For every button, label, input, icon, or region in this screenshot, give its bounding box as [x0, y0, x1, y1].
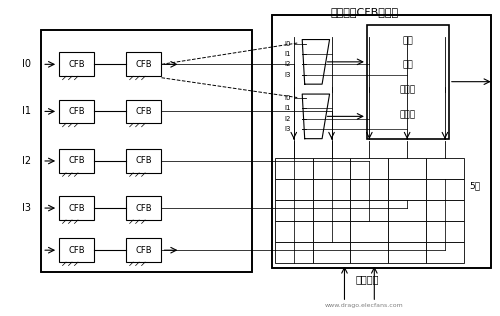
Text: I3: I3 [284, 72, 291, 78]
Text: I0: I0 [284, 95, 291, 101]
Text: I1: I1 [284, 51, 291, 57]
Text: CFB: CFB [68, 107, 85, 116]
Text: I2: I2 [284, 61, 291, 67]
Bar [350, 221, 388, 242]
Bar [126, 52, 162, 76]
Text: CFB: CFB [68, 246, 85, 255]
Text: 异或门: 异或门 [400, 86, 416, 94]
Bar [275, 242, 312, 263]
Text: 配置位串: 配置位串 [355, 274, 378, 284]
Text: I2: I2 [284, 116, 291, 122]
Bar [58, 52, 94, 76]
Text: I1: I1 [284, 106, 291, 112]
Text: CFB: CFB [136, 107, 152, 116]
Bar [426, 159, 464, 179]
Bar [275, 221, 312, 242]
Text: CFB: CFB [136, 204, 152, 213]
Bar [275, 159, 312, 179]
Bar [388, 242, 426, 263]
Text: CFB: CFB [136, 246, 152, 255]
Bar [58, 196, 94, 220]
Bar [272, 15, 491, 268]
Text: CFB: CFB [136, 156, 152, 166]
Text: CFB: CFB [68, 60, 85, 69]
Text: I0: I0 [284, 40, 291, 46]
Text: I3: I3 [284, 126, 291, 132]
Text: CFB: CFB [136, 60, 152, 69]
Bar [426, 242, 464, 263]
Bar [275, 200, 312, 221]
Bar [388, 221, 426, 242]
Bar [312, 221, 350, 242]
Bar [41, 30, 252, 272]
Bar [350, 200, 388, 221]
Bar [312, 242, 350, 263]
Bar [367, 25, 449, 139]
Bar [58, 238, 94, 262]
Text: www.drago.elecfans.com: www.drago.elecfans.com [325, 303, 404, 308]
Text: I0: I0 [22, 59, 31, 69]
Text: 与门: 与门 [402, 36, 413, 45]
Text: 5位: 5位 [470, 181, 481, 190]
Bar [312, 159, 350, 179]
Polygon shape [302, 94, 330, 139]
Bar [312, 200, 350, 221]
Polygon shape [302, 40, 330, 84]
Text: I1: I1 [22, 106, 31, 116]
Bar [126, 100, 162, 123]
Text: I3: I3 [22, 203, 31, 213]
Bar [426, 179, 464, 200]
Bar [388, 200, 426, 221]
Bar [350, 159, 388, 179]
Text: CFB: CFB [68, 204, 85, 213]
Bar [126, 196, 162, 220]
Bar [41, 30, 252, 272]
Text: I2: I2 [22, 156, 31, 166]
Bar [388, 159, 426, 179]
Bar [272, 15, 491, 268]
Bar [275, 179, 312, 200]
Bar [58, 149, 94, 173]
Bar [350, 242, 388, 263]
Text: 其中一个CFB的结构: 其中一个CFB的结构 [330, 7, 398, 17]
Text: 或门: 或门 [402, 61, 413, 70]
Bar [126, 238, 162, 262]
Text: CFB: CFB [68, 156, 85, 166]
Text: 与非门: 与非门 [400, 110, 416, 119]
Bar [350, 179, 388, 200]
Bar [312, 179, 350, 200]
Bar [426, 200, 464, 221]
Bar [126, 149, 162, 173]
Bar [388, 179, 426, 200]
Bar [58, 100, 94, 123]
Bar [426, 221, 464, 242]
